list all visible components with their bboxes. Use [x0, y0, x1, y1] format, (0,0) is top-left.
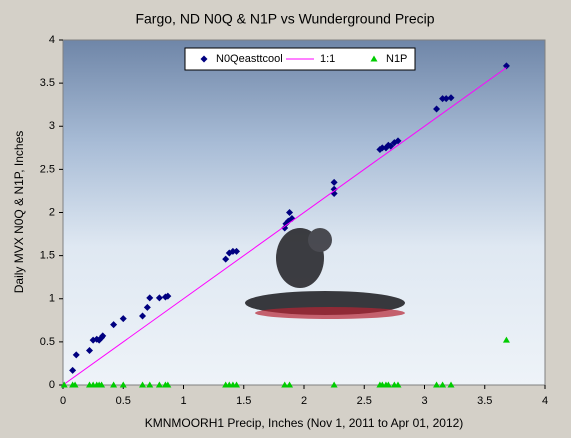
point — [439, 381, 447, 388]
point — [155, 294, 163, 302]
y-tick-label: 3 — [49, 120, 55, 132]
legend-label: N1P — [386, 53, 407, 65]
point — [233, 247, 241, 255]
x-axis-title: KMNMOORH1 Precip, Inches (Nov 1, 2011 to… — [145, 416, 464, 430]
point — [146, 294, 154, 302]
photo-figure — [245, 228, 405, 319]
y-tick-label: 2.5 — [40, 163, 55, 175]
point — [164, 292, 172, 300]
point — [110, 381, 118, 388]
y-axis-title: Daily MVX N0Q & N1P, Inches — [12, 131, 26, 294]
x-tick-label: 1 — [180, 395, 186, 407]
point — [447, 94, 455, 102]
point — [281, 381, 289, 388]
point — [98, 381, 106, 388]
point — [139, 381, 147, 388]
point — [286, 209, 294, 216]
y-tick-label: 0 — [49, 379, 55, 391]
point — [110, 321, 118, 329]
point — [164, 381, 172, 388]
point — [119, 315, 127, 323]
point — [72, 351, 80, 359]
point — [71, 381, 79, 388]
point — [330, 185, 338, 193]
point — [119, 381, 127, 388]
point — [155, 381, 163, 388]
point — [139, 312, 147, 320]
y-tick-label: 4 — [49, 34, 55, 46]
x-tick-label: 1.5 — [236, 395, 251, 407]
point — [447, 381, 455, 388]
point — [378, 144, 386, 152]
point — [60, 381, 68, 388]
point — [394, 381, 402, 388]
point — [146, 381, 154, 388]
x-tick-label: 0 — [60, 395, 66, 407]
legend-swatch — [200, 55, 208, 63]
point — [502, 62, 510, 70]
y-tick-label: 1 — [49, 293, 55, 305]
point — [286, 381, 294, 388]
point — [384, 381, 392, 388]
chart-title: Fargo, ND N0Q & N1P vs Wunderground Prec… — [135, 11, 434, 27]
one-to-one-line — [62, 67, 507, 386]
point — [442, 95, 450, 103]
point — [502, 336, 510, 343]
point — [330, 178, 338, 186]
point — [69, 366, 77, 374]
x-tick-label: 3 — [421, 395, 427, 407]
y-tick-label: 0.5 — [40, 336, 55, 348]
point — [86, 347, 94, 354]
y-tick-label: 2 — [49, 206, 55, 218]
y-tick-label: 1.5 — [40, 250, 55, 262]
legend-swatch — [370, 55, 378, 62]
point — [233, 381, 241, 388]
point — [143, 303, 151, 311]
point — [439, 95, 447, 103]
point — [229, 247, 237, 255]
legend-label: 1:1 — [320, 53, 335, 65]
x-tick-label: 3.5 — [477, 395, 492, 407]
y-tick-label: 3.5 — [40, 77, 55, 89]
legend-label: N0Qeasttcool — [216, 53, 283, 65]
point — [394, 137, 402, 145]
point — [222, 255, 230, 263]
point — [433, 105, 441, 113]
x-tick-label: 2.5 — [357, 395, 372, 407]
point — [330, 381, 338, 388]
x-tick-label: 4 — [542, 395, 548, 407]
point — [433, 381, 441, 388]
point — [387, 142, 395, 150]
point — [99, 332, 107, 340]
x-tick-label: 2 — [301, 395, 307, 407]
x-tick-label: 0.5 — [116, 395, 131, 407]
